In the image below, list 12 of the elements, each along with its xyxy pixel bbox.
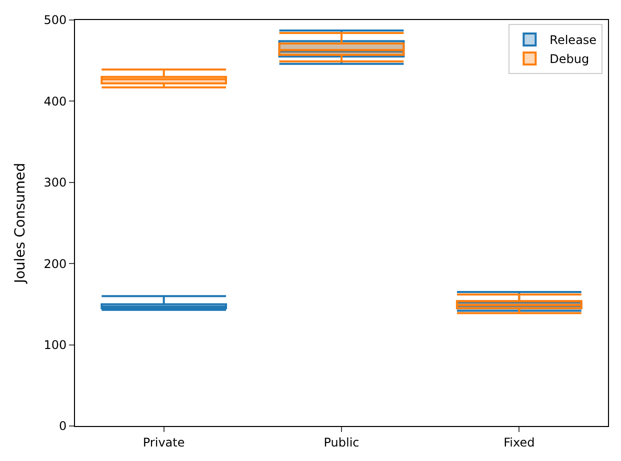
x-tick-label: Private [142,435,185,450]
y-tick-label: 0 [58,419,67,434]
x-tick-label: Fixed [504,435,535,450]
y-tick-label: 100 [44,338,67,352]
legend-label: Release [550,33,597,48]
y-tick-label: 300 [44,176,67,190]
legend-label: Debug [550,52,590,66]
x-tick-label: Public [324,435,360,450]
y-tick-label: 200 [44,256,67,271]
y-tick-label: 500 [44,13,67,28]
y-tick-label: 400 [44,94,67,108]
y-axis-title: Joules Consumed [12,162,28,284]
